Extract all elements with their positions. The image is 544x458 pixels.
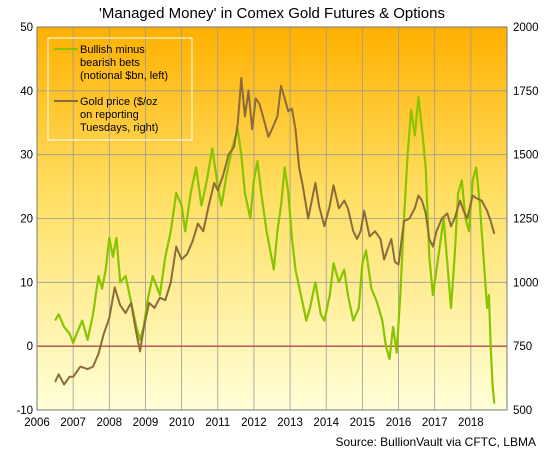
series-line-gold <box>54 77 496 386</box>
left-tick-label: 50 <box>20 22 33 34</box>
right-tick-label: 750 <box>513 341 532 353</box>
x-tick-label: 2012 <box>241 417 267 429</box>
x-tick-label: 2016 <box>386 417 412 429</box>
x-tick-label: 2018 <box>458 417 484 429</box>
legend-box <box>47 37 193 141</box>
right-axis: 500 750 1000 1250 1500 1750 2000 <box>513 22 539 417</box>
left-tick-label: 0 <box>27 341 33 353</box>
right-tick-label: 1250 <box>513 214 539 226</box>
chart-title: 'Managed Money' in Comex Gold Futures & … <box>99 5 445 22</box>
x-axis: 2006 2007 2008 2009 2010 2011 2012 2013 2014 2015… <box>24 417 483 429</box>
right-tick-label: 1500 <box>513 150 539 162</box>
x-tick-label: 2015 <box>350 417 376 429</box>
left-tick-label: 40 <box>20 86 33 98</box>
legend-label-bullish-1: Bullish minus <box>80 44 145 56</box>
x-tick-label: 2014 <box>313 417 339 429</box>
legend-label-gold-2: on reporting <box>80 109 139 121</box>
x-tick-label: 2006 <box>24 417 50 429</box>
legend-label-bullish-2: bearish bets <box>80 57 140 69</box>
right-tick-label: 2000 <box>513 22 539 34</box>
legend-label-gold-1: Gold price ($/oz <box>80 96 158 108</box>
x-tick-label: 2017 <box>422 417 448 429</box>
x-tick-label: 2007 <box>60 417 86 429</box>
series-lines <box>54 77 496 404</box>
right-tick-label: 1750 <box>513 86 539 98</box>
right-tick-label: 500 <box>513 405 532 417</box>
left-tick-label: -10 <box>16 405 33 417</box>
left-tick-label: 30 <box>20 150 33 162</box>
plot-border <box>36 26 508 411</box>
x-tick-label: 2010 <box>169 417 195 429</box>
left-axis: -10 0 10 20 30 40 50 <box>16 22 33 417</box>
legend: Bullish minus bearish bets (notional $bn… <box>47 37 193 141</box>
right-tick-label: 1000 <box>513 277 539 289</box>
left-tick-label: 20 <box>20 214 33 226</box>
x-tick-label: 2009 <box>133 417 159 429</box>
source-note: Source: BullionVault via CFTC, LBMA <box>335 435 536 449</box>
x-tick-label: 2013 <box>277 417 303 429</box>
left-tick-label: 10 <box>20 277 33 289</box>
x-tick-label: 2008 <box>97 417 123 429</box>
legend-label-gold-3: Tuesdays, right) <box>80 122 158 134</box>
x-tick-label: 2011 <box>205 417 230 429</box>
legend-label-bullish-3: (notional $bn, left) <box>80 70 168 82</box>
